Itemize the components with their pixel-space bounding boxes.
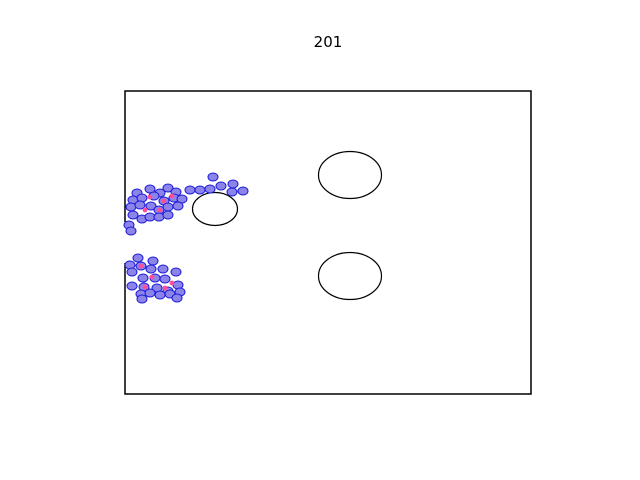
particle [125, 202, 137, 212]
particle-cluster [123, 172, 249, 304]
particle [227, 179, 239, 189]
particle [132, 253, 144, 263]
frame-number-label: 201 [313, 33, 343, 51]
particle [162, 202, 174, 212]
particle-core [142, 284, 148, 290]
particle-core [162, 285, 168, 291]
particle [194, 185, 206, 195]
particle [204, 184, 216, 194]
particle [144, 288, 156, 298]
particle [226, 187, 238, 197]
particle [207, 172, 219, 182]
particle [137, 273, 149, 283]
room-wall [124, 90, 532, 395]
particle-core [149, 274, 155, 280]
particle-core [169, 193, 175, 199]
particle [184, 185, 196, 195]
particle-core [138, 263, 144, 269]
particle [154, 290, 166, 300]
particle [145, 264, 157, 274]
particle [172, 201, 184, 211]
particle [127, 210, 139, 220]
particle-core [161, 198, 167, 204]
particle [171, 293, 183, 303]
particle [145, 201, 157, 211]
particle [159, 274, 171, 284]
particle [126, 267, 138, 277]
obstacle-circle-small [191, 191, 239, 227]
obstacle-circle-upper [317, 150, 383, 200]
particle [215, 181, 227, 191]
particle [162, 183, 174, 193]
obstacle-circle-lower [317, 251, 383, 301]
particle-core [169, 280, 175, 286]
particle [237, 186, 249, 196]
particle [157, 264, 169, 274]
particle [134, 200, 146, 210]
particle [162, 210, 174, 220]
particle [147, 256, 159, 266]
particle-core [142, 207, 148, 213]
particle-core [157, 207, 163, 213]
particle [126, 281, 138, 291]
particle-core [147, 194, 153, 200]
particle [125, 226, 137, 236]
particle [136, 294, 148, 304]
obstacles [191, 150, 383, 301]
room-walls [124, 90, 532, 395]
particle [170, 267, 182, 277]
particle [153, 212, 165, 222]
